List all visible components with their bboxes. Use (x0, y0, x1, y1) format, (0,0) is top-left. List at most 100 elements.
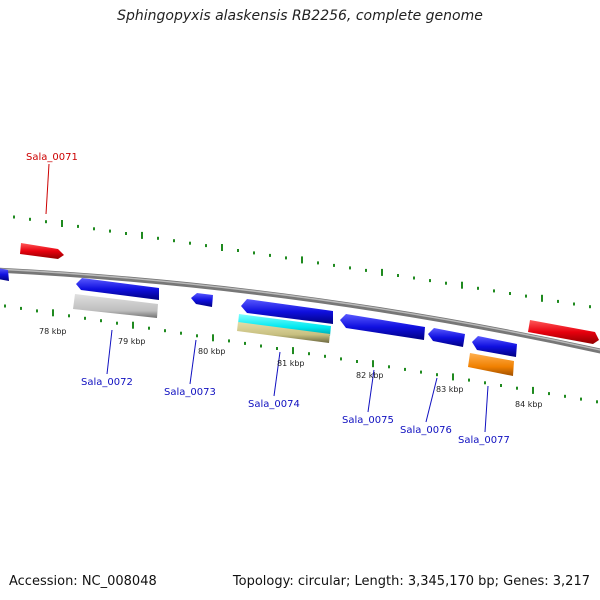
scale-tick-lower (36, 309, 38, 313)
gene-label-sala-0072[interactable]: Sala_0072 (81, 377, 133, 388)
scale-tick-lower (596, 400, 598, 404)
scale-tick-upper (109, 229, 111, 233)
scale-label-84kbp: 84 kbp (515, 400, 543, 409)
scale-tick-upper (461, 281, 463, 289)
scale-tick-lower (404, 367, 406, 371)
scale-tick-upper (589, 305, 591, 309)
scale-tick-lower (116, 321, 118, 325)
scale-tick-upper (253, 251, 255, 255)
scale-tick-lower (196, 334, 198, 338)
scale-tick-upper (221, 244, 223, 251)
gene-sala-0076-arrow[interactable] (428, 328, 465, 347)
lower-tick-row (4, 304, 598, 404)
scale-tick-lower (20, 306, 22, 310)
rna-feature-block[interactable] (468, 353, 514, 376)
forward-gene-arrow[interactable] (528, 320, 599, 344)
scale-tick-lower (164, 329, 166, 333)
cds-feature-block[interactable] (238, 314, 331, 336)
gene-sala-0072-arrow[interactable] (76, 278, 159, 300)
scale-tick-lower (500, 384, 502, 387)
scale-tick-upper (173, 239, 175, 243)
scale-tick-upper (125, 232, 127, 235)
scale-tick-upper (445, 281, 447, 285)
scale-tick-lower (516, 386, 518, 390)
scale-tick-upper (525, 294, 527, 298)
scale-tick-upper (477, 286, 479, 290)
scale-label-81kbp: 81 kbp (277, 359, 305, 368)
scale-tick-lower (388, 365, 390, 369)
scale-tick-upper (189, 241, 191, 245)
scale-tick-lower (52, 309, 54, 317)
scale-tick-upper (285, 256, 287, 260)
upper-tick-row (13, 215, 591, 309)
scale-tick-upper (333, 263, 335, 267)
scale-tick-lower (68, 314, 70, 318)
gene-sala-0074-arrow[interactable] (241, 299, 333, 324)
gene-label-sala-0076[interactable]: Sala_0076 (400, 425, 452, 436)
scale-tick-upper (573, 302, 575, 306)
scale-tick-lower (548, 392, 550, 396)
scale-tick-upper (541, 294, 543, 302)
scale-tick-upper (381, 268, 383, 276)
label-line-sala-0077 (484, 385, 489, 433)
scale-tick-upper (493, 289, 495, 293)
reverse-gene-arrow[interactable] (0, 268, 9, 281)
scale-tick-lower (100, 319, 102, 323)
scale-tick-upper (45, 220, 47, 224)
scale-tick-upper (157, 236, 159, 240)
scale-tick-lower (308, 352, 310, 356)
scale-tick-lower (84, 316, 86, 320)
scale-label-79kbp: 79 kbp (118, 337, 146, 346)
scale-tick-lower (436, 373, 438, 377)
scale-tick-lower (420, 370, 422, 374)
scale-tick-lower (324, 354, 326, 358)
scale-tick-upper (237, 249, 239, 252)
scale-tick-lower (356, 360, 358, 363)
scale-tick-lower (372, 360, 374, 368)
scale-tick-upper (317, 261, 319, 265)
scale-tick-lower (468, 378, 470, 382)
scale-tick-upper (397, 274, 399, 277)
scale-tick-lower (564, 394, 566, 398)
genome-backbone (0, 267, 600, 354)
gene-label-sala-0071[interactable]: Sala_0071 (26, 152, 78, 163)
gene-feature-block[interactable] (73, 294, 158, 318)
genome-summary-text: Topology: circular; Length: 3,345,170 bp… (232, 574, 590, 589)
gene-label-sala-0074[interactable]: Sala_0074 (248, 399, 300, 410)
scale-tick-upper (349, 266, 351, 270)
scale-tick-upper (29, 217, 31, 221)
label-line-sala-0072 (106, 329, 113, 375)
gene-label-sala-0075[interactable]: Sala_0075 (342, 415, 394, 426)
scale-tick-upper (269, 253, 271, 257)
scale-tick-lower (276, 347, 278, 350)
scale-label-78kbp: 78 kbp (39, 327, 67, 336)
scale-tick-lower (244, 341, 246, 345)
scale-tick-upper (301, 256, 303, 264)
scale-tick-upper (429, 279, 431, 283)
scale-label-80kbp: 80 kbp (198, 347, 226, 356)
scale-tick-lower (180, 331, 182, 335)
gene-label-sala-0077[interactable]: Sala_0077 (458, 435, 510, 446)
gene-sala-0073-arrow[interactable] (191, 293, 213, 307)
scale-tick-upper (77, 224, 79, 228)
scale-tick-lower (532, 386, 534, 394)
scale-tick-upper (61, 220, 63, 227)
label-line-sala-0074 (273, 351, 281, 397)
backbone-highlight (0, 268, 600, 351)
scale-tick-upper (141, 231, 143, 239)
gene-sala-0077-arrow[interactable] (472, 336, 517, 357)
scale-tick-upper (365, 268, 367, 272)
label-line-sala-0071 (45, 163, 50, 215)
label-line-sala-0075 (367, 369, 375, 413)
gene-sala-0075-arrow[interactable] (340, 314, 425, 340)
scale-tick-lower (212, 334, 214, 342)
scale-tick-lower (484, 381, 486, 385)
scale-tick-upper (509, 292, 511, 295)
scale-tick-lower (292, 347, 294, 355)
scale-label-83kbp: 83 kbp (436, 385, 464, 394)
gene-label-sala-0073[interactable]: Sala_0073 (164, 387, 216, 398)
gene-sala-0071-arrow[interactable] (20, 243, 64, 259)
mrna-feature-block[interactable] (237, 322, 330, 343)
